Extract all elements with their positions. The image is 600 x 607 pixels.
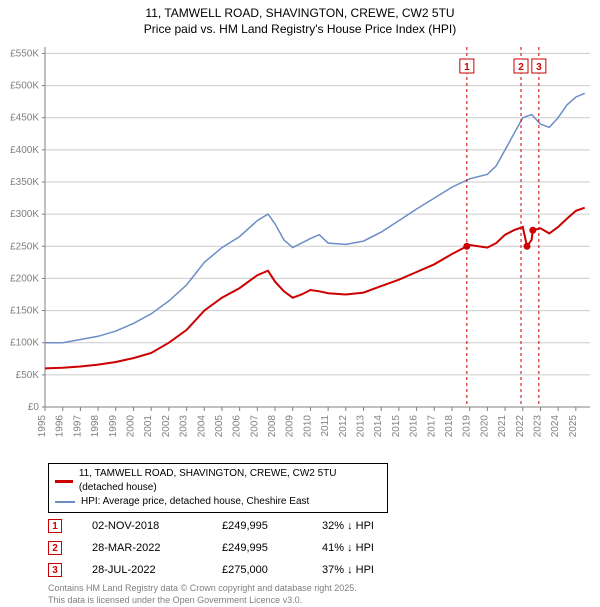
sale-date: 28-MAR-2022	[92, 542, 192, 554]
chart-svg: £0 £50K £100K £150K £200K £250K £300K £350K £400…	[0, 39, 600, 459]
sales-table: 1 02-NOV-2018 £249,995 32% ↓ HPI 2 28-MAR-202…	[48, 517, 584, 579]
svg-text:2007: 2007	[249, 415, 260, 438]
svg-text:2013: 2013	[356, 415, 367, 438]
svg-text:2005: 2005	[214, 415, 225, 438]
svg-text:2000: 2000	[125, 415, 136, 438]
title-block: 11, TAMWELL ROAD, SHAVINGTON, CREWE, CW2…	[0, 0, 600, 39]
sale-price: £249,995	[222, 520, 292, 532]
svg-text:2009: 2009	[285, 415, 296, 438]
svg-text:2003: 2003	[179, 415, 190, 438]
legend-row-2: HPI: Average price, detached house, Ches…	[55, 495, 381, 509]
svg-text:2004: 2004	[196, 415, 207, 438]
svg-text:2006: 2006	[232, 415, 243, 438]
svg-text:£50K: £50K	[16, 370, 40, 381]
svg-text:2019: 2019	[462, 415, 473, 438]
sale-marker: 2	[48, 541, 62, 555]
legend-label-1: 11, TAMWELL ROAD, SHAVINGTON, CREWE, CW2…	[79, 467, 381, 495]
svg-text:2015: 2015	[391, 415, 402, 438]
svg-text:2014: 2014	[373, 415, 384, 438]
legend: 11, TAMWELL ROAD, SHAVINGTON, CREWE, CW2…	[48, 463, 388, 513]
footer-line-1: Contains HM Land Registry data © Crown c…	[48, 583, 584, 595]
svg-text:2022: 2022	[515, 415, 526, 438]
svg-text:2001: 2001	[143, 415, 154, 438]
svg-text:1999: 1999	[108, 415, 119, 438]
svg-text:1: 1	[464, 62, 470, 73]
svg-text:2024: 2024	[550, 415, 561, 438]
svg-text:1998: 1998	[90, 415, 101, 438]
svg-text:£0: £0	[28, 402, 40, 413]
svg-text:3: 3	[536, 62, 542, 73]
svg-text:2002: 2002	[161, 415, 172, 438]
title-line-2: Price paid vs. HM Land Registry's House …	[0, 22, 600, 38]
svg-text:1997: 1997	[72, 415, 83, 438]
svg-text:2016: 2016	[409, 415, 420, 438]
sale-date: 28-JUL-2022	[92, 564, 192, 576]
sale-pct: 41% ↓ HPI	[322, 542, 402, 554]
svg-text:2010: 2010	[302, 415, 313, 438]
svg-text:2018: 2018	[444, 415, 455, 438]
svg-text:2: 2	[518, 62, 524, 73]
sale-pct: 37% ↓ HPI	[322, 564, 402, 576]
footer-line-2: This data is licensed under the Open Gov…	[48, 595, 584, 607]
sale-price: £275,000	[222, 564, 292, 576]
svg-text:2011: 2011	[320, 415, 331, 437]
svg-text:2008: 2008	[267, 415, 278, 438]
svg-text:2023: 2023	[532, 415, 543, 438]
chart-area: £0 £50K £100K £150K £200K £250K £300K £350K £400…	[0, 39, 600, 459]
chart-container: 11, TAMWELL ROAD, SHAVINGTON, CREWE, CW2…	[0, 0, 600, 590]
svg-text:£450K: £450K	[10, 113, 39, 124]
legend-label-2: HPI: Average price, detached house, Ches…	[81, 495, 309, 509]
svg-text:2017: 2017	[426, 415, 437, 438]
sale-row: 1 02-NOV-2018 £249,995 32% ↓ HPI	[48, 517, 584, 535]
svg-text:1995: 1995	[37, 415, 48, 438]
sale-date: 02-NOV-2018	[92, 520, 192, 532]
sale-price: £249,995	[222, 542, 292, 554]
svg-text:2020: 2020	[479, 415, 490, 438]
svg-text:£200K: £200K	[10, 274, 39, 285]
sale-marker: 1	[48, 519, 62, 533]
svg-text:2025: 2025	[568, 415, 579, 438]
svg-text:£350K: £350K	[10, 177, 39, 188]
svg-text:£150K: £150K	[10, 306, 39, 317]
svg-text:£400K: £400K	[10, 145, 39, 156]
sale-row: 3 28-JUL-2022 £275,000 37% ↓ HPI	[48, 561, 584, 579]
svg-text:1996: 1996	[55, 415, 66, 438]
svg-text:£100K: £100K	[10, 338, 39, 349]
sale-row: 2 28-MAR-2022 £249,995 41% ↓ HPI	[48, 539, 584, 557]
legend-row-1: 11, TAMWELL ROAD, SHAVINGTON, CREWE, CW2…	[55, 467, 381, 495]
svg-text:2012: 2012	[338, 415, 349, 438]
svg-text:2021: 2021	[497, 415, 508, 438]
title-line-1: 11, TAMWELL ROAD, SHAVINGTON, CREWE, CW2…	[0, 6, 600, 22]
svg-text:£500K: £500K	[10, 81, 39, 92]
legend-swatch-1	[55, 480, 73, 483]
sale-marker: 3	[48, 563, 62, 577]
sale-pct: 32% ↓ HPI	[322, 520, 402, 532]
svg-text:£300K: £300K	[10, 209, 39, 220]
svg-text:£550K: £550K	[10, 49, 39, 60]
svg-text:£250K: £250K	[10, 241, 39, 252]
footer: Contains HM Land Registry data © Crown c…	[48, 583, 584, 606]
legend-swatch-2	[55, 501, 75, 503]
